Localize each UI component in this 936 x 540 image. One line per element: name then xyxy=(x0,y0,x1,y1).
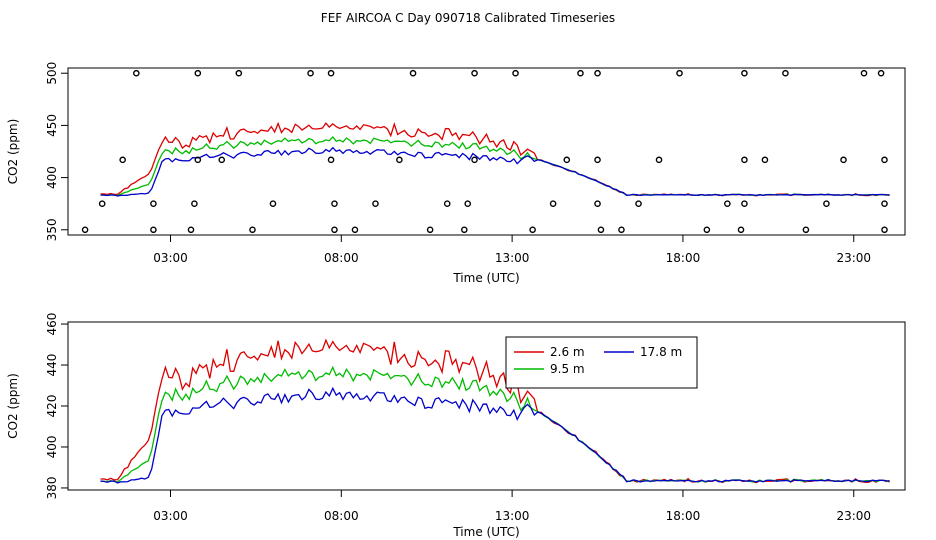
y-tick-label: 400 xyxy=(45,166,59,189)
calibration-point xyxy=(409,69,417,77)
y-tick-label: 440 xyxy=(45,354,59,377)
y-tick-label: 450 xyxy=(45,114,59,137)
calibration-point xyxy=(724,200,731,207)
calibration-point xyxy=(563,156,571,164)
top-chart-panel: 03:00 08:00 13:00 18:00 23:00 350 400 450 500 Tim… xyxy=(6,62,906,285)
calibration-point xyxy=(81,226,89,234)
y-tick-label: 460 xyxy=(45,313,59,336)
calibration-point xyxy=(372,200,379,207)
calibration-point xyxy=(881,200,888,207)
calibration-point xyxy=(307,69,314,77)
calibration-point xyxy=(594,69,601,77)
calibration-point xyxy=(464,200,472,207)
calibration-point xyxy=(741,69,748,77)
calibration-point xyxy=(98,200,106,207)
calibration-point xyxy=(618,226,625,234)
calibration-point xyxy=(594,156,601,164)
y-tick-label: 400 xyxy=(45,436,59,459)
calibration-point xyxy=(594,200,601,207)
calibration-point xyxy=(235,69,243,77)
legend-box xyxy=(505,336,698,389)
legend-label: 9.5 m xyxy=(550,362,585,376)
calibration-point xyxy=(860,69,868,77)
x-tick-label: 18:00 xyxy=(666,509,701,523)
calibration-point xyxy=(782,69,789,77)
calibration-point xyxy=(471,69,478,77)
calibration-point xyxy=(549,200,557,207)
calibration-point xyxy=(741,156,748,164)
x-tick-label: 13:00 xyxy=(495,251,530,265)
x-axis-label: Time (UTC) xyxy=(452,525,519,539)
plot-frame xyxy=(67,67,906,236)
x-tick-label: 23:00 xyxy=(836,509,871,523)
calibration-point xyxy=(703,226,711,234)
legend-label: 2.6 m xyxy=(550,345,585,359)
x-tick-label: 03:00 xyxy=(153,251,188,265)
y-axis-label: CO2 (ppm) xyxy=(6,119,20,185)
calibration-point xyxy=(194,69,202,77)
y-tick-label: 380 xyxy=(45,476,59,499)
series-line-17-8-m xyxy=(100,386,890,484)
calibration-point xyxy=(761,156,769,164)
calibration-point xyxy=(218,156,226,164)
calibration-point xyxy=(150,226,157,234)
calibration-point xyxy=(802,226,810,234)
x-axis-label: Time (UTC) xyxy=(452,271,519,285)
series-line-17-8-m xyxy=(100,146,890,197)
calibration-point xyxy=(150,200,157,207)
plot-frame xyxy=(67,321,906,491)
calibration-point xyxy=(119,156,126,164)
calibration-point xyxy=(191,200,198,207)
legend-label: 17.8 m xyxy=(640,345,682,359)
y-tick-label: 420 xyxy=(45,395,59,418)
x-tick-label: 08:00 xyxy=(324,251,359,265)
calibration-point xyxy=(351,226,359,234)
calibration-point xyxy=(133,69,140,77)
calibration-point xyxy=(426,226,434,234)
calibration-point xyxy=(741,200,748,207)
x-tick-label: 23:00 xyxy=(836,251,871,265)
series-line-2-6-m xyxy=(100,338,890,484)
calibration-point xyxy=(635,200,642,207)
calibration-point xyxy=(597,226,605,234)
calibration-point xyxy=(460,226,468,234)
calibration-point xyxy=(269,200,277,207)
calibration-point xyxy=(331,226,338,234)
calibration-point xyxy=(881,226,888,234)
x-tick-label: 08:00 xyxy=(324,509,359,523)
calibration-point xyxy=(881,156,888,164)
calibration-point xyxy=(249,226,256,234)
calibration-point xyxy=(512,69,519,77)
calibration-point xyxy=(529,226,536,234)
calibration-point xyxy=(443,200,451,207)
calibration-point xyxy=(676,69,683,77)
figure-title: FEF AIRCOA C Day 090718 Calibrated Times… xyxy=(321,11,615,25)
series-line-9-5-m xyxy=(100,365,890,483)
calibration-point xyxy=(577,69,584,77)
series-line-9-5-m xyxy=(100,136,890,197)
calibration-point xyxy=(737,226,745,234)
y-tick-label: 350 xyxy=(45,218,59,241)
calibration-point xyxy=(331,200,338,207)
calibration-point xyxy=(823,200,830,207)
x-tick-label: 13:00 xyxy=(495,509,530,523)
calibration-point xyxy=(471,156,478,164)
x-tick-label: 18:00 xyxy=(666,251,701,265)
calibration-point xyxy=(840,156,847,164)
calibration-point xyxy=(396,156,403,164)
calibration-point xyxy=(187,226,195,234)
x-tick-label: 03:00 xyxy=(153,509,188,523)
bottom-chart-panel: 03:00 08:00 13:00 18:00 23:00 380 400 420 440 460… xyxy=(6,313,906,539)
y-axis-label: CO2 (ppm) xyxy=(6,373,20,439)
calibration-point xyxy=(327,69,335,77)
calibration-point xyxy=(194,156,202,164)
y-tick-label: 500 xyxy=(45,62,59,85)
calibration-point xyxy=(327,156,335,164)
calibration-point xyxy=(877,69,885,77)
calibration-point xyxy=(655,156,663,164)
